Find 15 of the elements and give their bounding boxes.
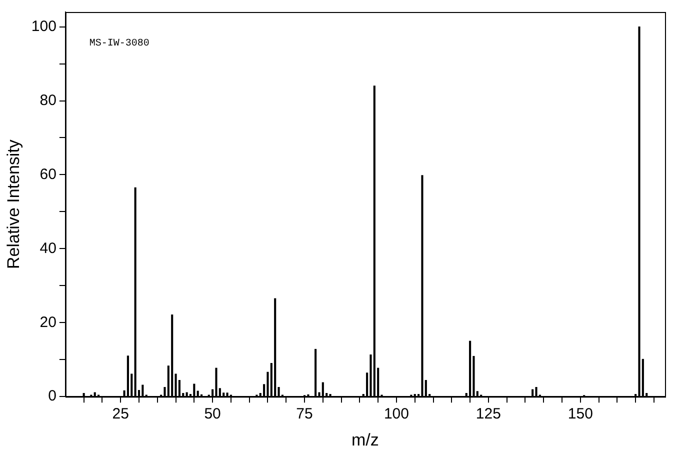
x-axis-title: m/z [352, 430, 379, 450]
y-tick-label: 40 [40, 240, 56, 257]
x-tick-label: 100 [384, 406, 409, 423]
y-tick-label: 0 [48, 388, 56, 405]
x-tick-label: 25 [112, 406, 129, 423]
y-axis-title: Relative Intensity [4, 139, 23, 270]
y-tick-label: 20 [40, 314, 56, 331]
y-tick-label: 60 [40, 166, 56, 183]
y-tick-label: 100 [31, 18, 56, 35]
annotation: MS-IW-3080 [89, 38, 150, 50]
y-tick-label: 80 [40, 92, 56, 109]
x-tick-label: 50 [204, 406, 221, 423]
x-tick-label: 125 [476, 406, 501, 423]
x-tick-label: 75 [296, 406, 313, 423]
x-tick-label: 150 [568, 406, 593, 423]
